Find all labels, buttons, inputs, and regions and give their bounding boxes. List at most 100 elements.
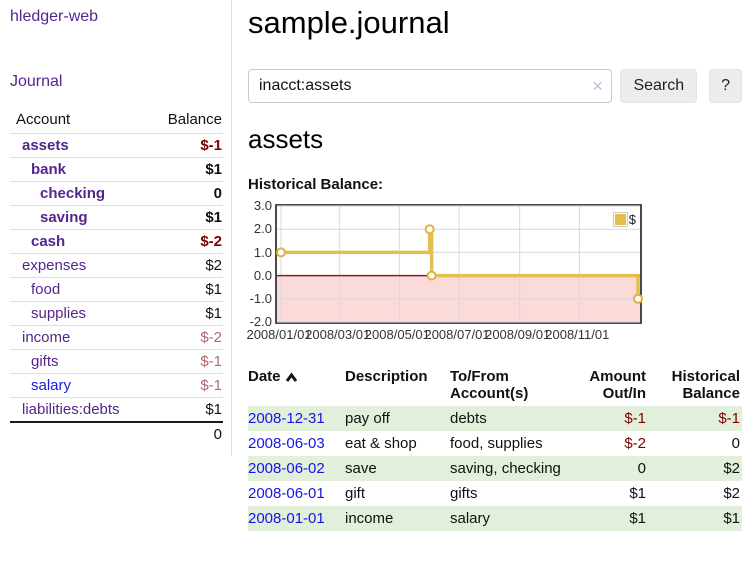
account-row: assets$-1 xyxy=(10,134,223,158)
chart-canvas xyxy=(277,206,640,322)
account-row: cash $-2 xyxy=(10,230,223,254)
account-row: supplies $1 xyxy=(10,302,223,326)
page-title: sample.journal xyxy=(248,4,742,41)
account-row: saving $1 xyxy=(10,206,223,230)
y-tick-label: 2.0 xyxy=(248,221,272,236)
sidebar-account-link[interactable]: saving xyxy=(40,209,88,226)
app-title-link[interactable]: hledger-web xyxy=(10,8,231,26)
account-row: expenses $2 xyxy=(10,254,223,278)
register-accounts-cell: food, supplies xyxy=(450,431,568,456)
register-header-row: Date Description To/From Account(s) Amou… xyxy=(248,366,742,406)
register-balance-cell: 0 xyxy=(648,431,742,456)
sidebar-account-link[interactable]: assets xyxy=(22,137,69,154)
register-row: 2008-06-03eat & shopfood, supplies$-20 xyxy=(248,431,742,456)
sidebar-account-link[interactable]: checking xyxy=(40,185,105,202)
x-tick-label: 2008/01/01 xyxy=(246,327,311,342)
register-row: 2008-12-31pay offdebts$-1$-1 xyxy=(248,406,742,431)
register-date-cell: 2008-06-01 xyxy=(248,481,345,506)
sidebar-account-link[interactable]: food xyxy=(31,281,60,298)
account-row: bank$1 xyxy=(10,158,223,182)
register-date-link[interactable]: 2008-06-03 xyxy=(248,435,325,452)
account-row: liabilities:debts$1 xyxy=(10,398,223,423)
chart-x-axis: 2008/01/012008/03/012008/05/012008/07/01… xyxy=(275,327,642,344)
sidebar: hledger-web Journal Account Balance asse… xyxy=(0,0,232,456)
register-header-accounts: To/From Account(s) xyxy=(450,366,568,406)
register-accounts-cell: gifts xyxy=(450,481,568,506)
sidebar-account-link[interactable]: cash xyxy=(31,233,65,250)
search-form: ✕ Search ? xyxy=(248,69,742,103)
account-balance: $-1 xyxy=(147,350,223,374)
search-input[interactable] xyxy=(248,69,612,103)
accounts-total-row: 0 xyxy=(10,422,223,446)
account-row: gifts $-1 xyxy=(10,350,223,374)
account-balance: $-2 xyxy=(147,230,223,254)
clear-search-icon[interactable]: ✕ xyxy=(592,77,604,95)
help-button[interactable]: ? xyxy=(709,69,742,103)
register-date-cell: 2008-12-31 xyxy=(248,406,345,431)
sidebar-account-link[interactable]: income xyxy=(22,329,70,346)
account-balance: $1 xyxy=(147,302,223,326)
legend-label: $ xyxy=(629,212,636,227)
account-row: salary $-1 xyxy=(10,374,223,398)
x-tick-label: 2008/11/01 xyxy=(545,327,609,342)
account-balance: $2 xyxy=(147,254,223,278)
register-amount-cell: $-1 xyxy=(568,406,648,431)
account-balance: 0 xyxy=(147,182,223,206)
register-header-balance: Historical Balance xyxy=(648,366,742,406)
register-date-link[interactable]: 2008-12-31 xyxy=(248,410,325,427)
register-amount-cell: 0 xyxy=(568,456,648,481)
account-row: checking 0 xyxy=(10,182,223,206)
accounts-balance-table: Account Balance assets$-1bank$1checking0… xyxy=(10,107,223,446)
account-balance: $-1 xyxy=(147,374,223,398)
y-tick-label: 3.0 xyxy=(248,198,272,213)
account-balance: $1 xyxy=(147,278,223,302)
register-date-cell: 2008-06-02 xyxy=(248,456,345,481)
y-tick-label: -1.0 xyxy=(248,291,272,306)
x-tick-label: 2008/05/01 xyxy=(365,327,430,342)
sidebar-account-link[interactable]: expenses xyxy=(22,257,86,274)
account-balance: $-2 xyxy=(147,326,223,350)
register-description-cell: pay off xyxy=(345,406,450,431)
sidebar-account-link[interactable]: gifts xyxy=(31,353,59,370)
main-content: sample.journal ✕ Search ? assets Histori… xyxy=(232,0,742,531)
sidebar-item-journal[interactable]: Journal xyxy=(10,73,231,91)
y-tick-label: 1.0 xyxy=(248,245,272,260)
account-balance: $1 xyxy=(147,206,223,230)
register-table: Date Description To/From Account(s) Amou… xyxy=(248,366,742,531)
register-description-cell: save xyxy=(345,456,450,481)
register-date-link[interactable]: 2008-06-02 xyxy=(248,460,325,477)
register-description-cell: eat & shop xyxy=(345,431,450,456)
historical-balance-chart: 3.02.01.00.0-1.0-2.0 $ 2008/01/012008/03… xyxy=(275,204,642,344)
sidebar-account-link[interactable]: bank xyxy=(31,161,66,178)
register-accounts-cell: saving, checking xyxy=(450,456,568,481)
sidebar-account-link[interactable]: salary xyxy=(31,377,71,394)
sort-asc-icon xyxy=(285,372,298,382)
x-tick-label: 2008/03/01 xyxy=(305,327,370,342)
chart-legend: $ xyxy=(613,212,636,227)
accounts-total-value: 0 xyxy=(10,422,223,446)
sidebar-account-link[interactable]: liabilities:debts xyxy=(22,401,120,418)
register-date-cell: 2008-06-03 xyxy=(248,431,345,456)
x-tick-label: 2008/09/01 xyxy=(485,327,550,342)
account-row: income $-2 xyxy=(10,326,223,350)
search-button[interactable]: Search xyxy=(620,69,697,103)
search-box: ✕ xyxy=(248,69,612,103)
register-date-cell: 2008-01-01 xyxy=(248,506,345,531)
register-header-date[interactable]: Date xyxy=(248,366,345,406)
register-accounts-cell: salary xyxy=(450,506,568,531)
y-tick-label: 0.0 xyxy=(248,268,272,283)
register-balance-cell: $1 xyxy=(648,506,742,531)
balance-column-header: Balance xyxy=(147,107,223,134)
register-date-link[interactable]: 2008-06-01 xyxy=(248,485,325,502)
series-swatch-icon xyxy=(613,212,628,227)
chart-plot-area: $ xyxy=(275,204,642,324)
register-balance-cell: $2 xyxy=(648,456,742,481)
register-date-link[interactable]: 2008-01-01 xyxy=(248,510,325,527)
register-amount-cell: $1 xyxy=(568,481,648,506)
register-amount-cell: $1 xyxy=(568,506,648,531)
sidebar-account-link[interactable]: supplies xyxy=(31,305,86,322)
register-header-amount: Amount Out/In xyxy=(568,366,648,406)
register-accounts-cell: debts xyxy=(450,406,568,431)
register-row: 2008-06-01giftgifts$1$2 xyxy=(248,481,742,506)
account-row: food $1 xyxy=(10,278,223,302)
